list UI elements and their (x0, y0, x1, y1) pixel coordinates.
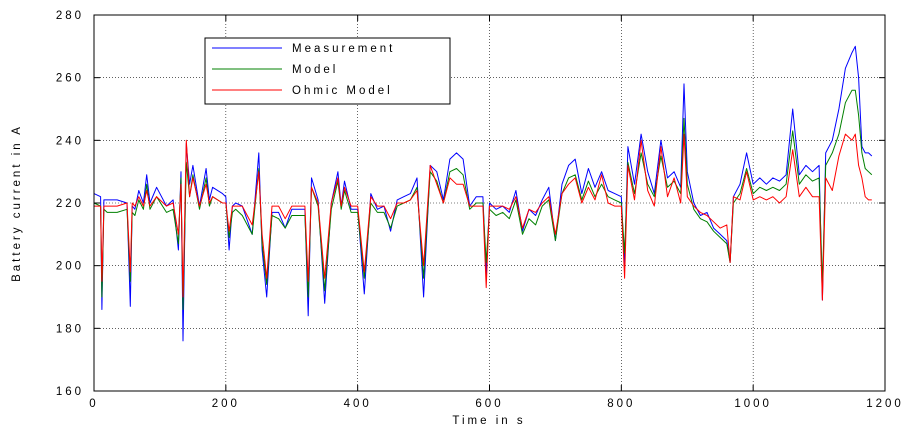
y-tick-labels: 160 180 200 220 240 260 280 (56, 10, 84, 398)
x-tick-label: 0 (89, 398, 98, 410)
y-tick-label: 240 (56, 135, 84, 147)
y-tick-label: 220 (56, 198, 84, 210)
y-tick-label: 160 (56, 386, 84, 398)
y-tick-label: 280 (56, 10, 84, 22)
legend-label-model: Model (292, 64, 338, 76)
x-tick-label: 1000 (734, 398, 772, 410)
x-tick-labels: 0 200 400 600 800 1000 1200 (89, 398, 904, 410)
legend: Measurement Model Ohmic Model (204, 37, 451, 105)
x-tick-label: 400 (344, 398, 372, 410)
legend-label-measurement: Measurement (292, 43, 395, 55)
y-tick-label: 200 (56, 261, 84, 273)
legend-box (204, 37, 451, 105)
x-tick-label: 800 (607, 398, 635, 410)
x-tick-label: 200 (212, 398, 240, 410)
y-tick-label: 180 (56, 323, 84, 335)
y-axis-label: Battery current in A (11, 124, 23, 282)
x-axis-label: Time in s (452, 415, 525, 427)
y-tick-label: 260 (56, 73, 84, 85)
series-line-ohmic-model (94, 133, 872, 301)
x-tick-label: 600 (475, 398, 503, 410)
tick-marks (93, 14, 886, 392)
legend-label-ohmic-model: Ohmic Model (292, 85, 393, 97)
x-tick-label: 1200 (866, 398, 904, 410)
series-lines (93, 45, 873, 342)
